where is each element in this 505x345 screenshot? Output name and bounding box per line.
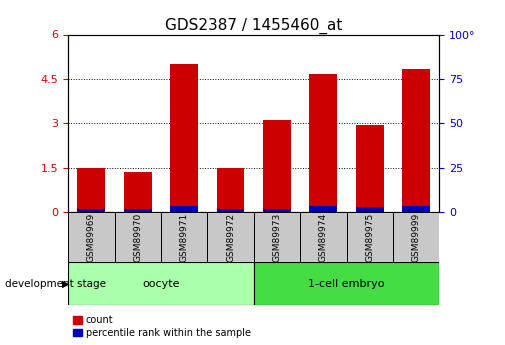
Legend: count, percentile rank within the sample: count, percentile rank within the sample [73,315,250,338]
Title: GDS2387 / 1455460_at: GDS2387 / 1455460_at [165,18,342,34]
Bar [310,206,337,212]
Bar [263,120,291,212]
Text: GSM89971: GSM89971 [180,213,189,262]
FancyBboxPatch shape [346,212,393,262]
Bar [402,206,430,212]
Text: GSM89972: GSM89972 [226,213,235,262]
Bar [356,207,384,212]
FancyBboxPatch shape [393,212,439,262]
Bar [217,209,244,212]
Bar [217,168,244,212]
FancyBboxPatch shape [254,262,439,305]
Text: development stage: development stage [5,279,106,288]
Bar [170,64,198,212]
Text: GSM89970: GSM89970 [133,213,142,262]
FancyBboxPatch shape [115,212,161,262]
Text: ▶: ▶ [62,279,69,288]
FancyBboxPatch shape [68,212,115,262]
FancyBboxPatch shape [68,262,254,305]
Bar [263,209,291,212]
Text: GSM89973: GSM89973 [273,213,281,262]
Text: GSM89974: GSM89974 [319,213,328,262]
Text: GSM89999: GSM89999 [412,213,421,262]
FancyBboxPatch shape [254,212,300,262]
FancyBboxPatch shape [161,212,208,262]
FancyBboxPatch shape [208,212,254,262]
Bar [124,172,152,212]
FancyBboxPatch shape [300,212,346,262]
Bar [170,206,198,212]
Bar [402,69,430,212]
Text: GSM89975: GSM89975 [365,213,374,262]
Bar [77,209,106,212]
Text: 1-cell embryo: 1-cell embryo [309,279,385,289]
Text: oocyte: oocyte [142,279,180,289]
Text: GSM89969: GSM89969 [87,213,96,262]
Bar [124,209,152,212]
Bar [310,75,337,212]
Bar [77,168,106,212]
Bar [356,125,384,212]
